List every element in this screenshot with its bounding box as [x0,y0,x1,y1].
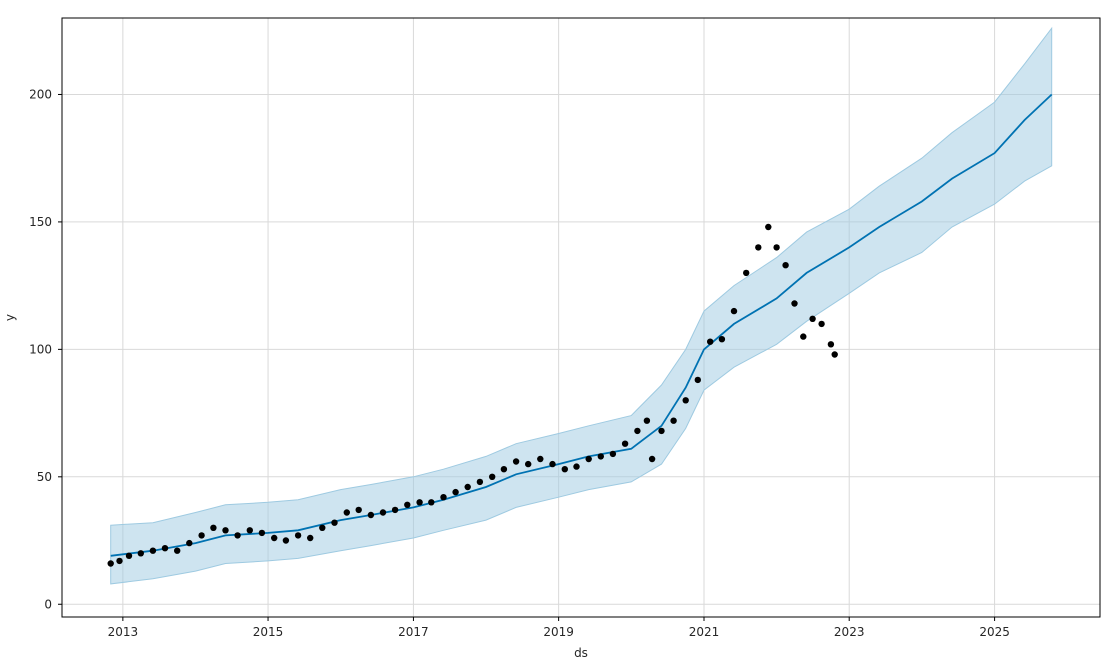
observed-point [476,478,484,486]
observed-point [282,537,290,544]
observed-point [809,315,816,322]
observed-point [827,341,835,348]
observed-point [658,427,665,435]
y-axis-label: y [3,314,17,321]
uncertainty-band-group [110,26,1053,585]
observed-point [500,466,508,473]
observed-point [818,320,825,328]
observed-point [643,417,651,424]
observed-point [404,501,411,508]
x-tick-label: 2017 [398,625,429,639]
y-tick-label: 50 [37,470,52,484]
observed-point [294,532,302,539]
observed-point [440,494,447,501]
observed-point [648,455,656,463]
observed-point [800,333,807,340]
observed-point [307,534,314,542]
observed-point [621,440,629,447]
observed-point [149,547,157,554]
observed-point [525,460,532,468]
observed-point [452,488,459,496]
observed-point [137,550,144,557]
x-tick-label: 2025 [979,625,1010,639]
observed-point [125,552,133,559]
observed-point [537,455,544,463]
observed-point [561,466,568,473]
y-axis-ticks: 0 50 100 150 200 [29,87,62,611]
observed-point [222,527,229,534]
observed-point [512,458,520,465]
observed-point [174,547,181,554]
y-tick-label: 150 [29,215,52,229]
plot-frame [61,17,1101,618]
observed-point [670,417,677,424]
observed-point [831,351,838,358]
observed-point [319,524,326,531]
observed-point [791,300,798,307]
uncertainty-band [110,26,1053,585]
observed-point [331,519,338,526]
observed-point [234,532,241,539]
observed-point [718,336,726,343]
observed-point [391,506,399,514]
forecast-line [110,93,1053,557]
observed-point [743,269,750,277]
observed-point [355,506,362,514]
observed-point [198,532,205,539]
observed-point [682,397,689,404]
observed-point [416,499,423,506]
observed-point [271,534,278,542]
y-tick-label: 200 [29,87,52,101]
observed-point [343,509,350,516]
x-tick-label: 2019 [543,625,574,639]
observed-point [634,427,641,435]
observed-point [379,509,387,516]
observed-point [464,483,471,491]
observed-point [730,307,738,315]
observed-point [707,338,714,345]
observed-point [549,460,556,468]
observed-point [210,524,217,531]
x-tick-label: 2013 [108,625,139,639]
observed-point [107,560,114,567]
observed-point [773,244,780,251]
observed-point [258,529,266,537]
observed-point [609,450,617,458]
observed-point [246,527,253,534]
x-tick-label: 2023 [834,625,865,639]
observed-point [755,244,762,251]
forecast-line-group [110,93,1053,557]
observed-point [116,557,123,565]
observed-point [186,539,193,547]
observed-point [161,545,169,552]
x-tick-label: 2015 [253,625,284,639]
y-tick-label: 100 [29,342,52,356]
observed-point [782,262,789,269]
observed-point [585,455,592,463]
observed-point [694,376,701,384]
observed-point [597,453,604,460]
y-tick-label: 0 [44,597,52,611]
x-axis-ticks: 2013 2015 2017 2019 2021 2023 2025 [108,617,1010,639]
x-tick-label: 2021 [689,625,720,639]
observed-point [428,499,435,506]
observed-points-group [107,223,838,567]
observed-point [367,511,375,519]
observed-point [765,223,772,231]
x-axis-label: ds [574,646,588,660]
observed-point [573,463,580,470]
observed-point [489,473,496,480]
